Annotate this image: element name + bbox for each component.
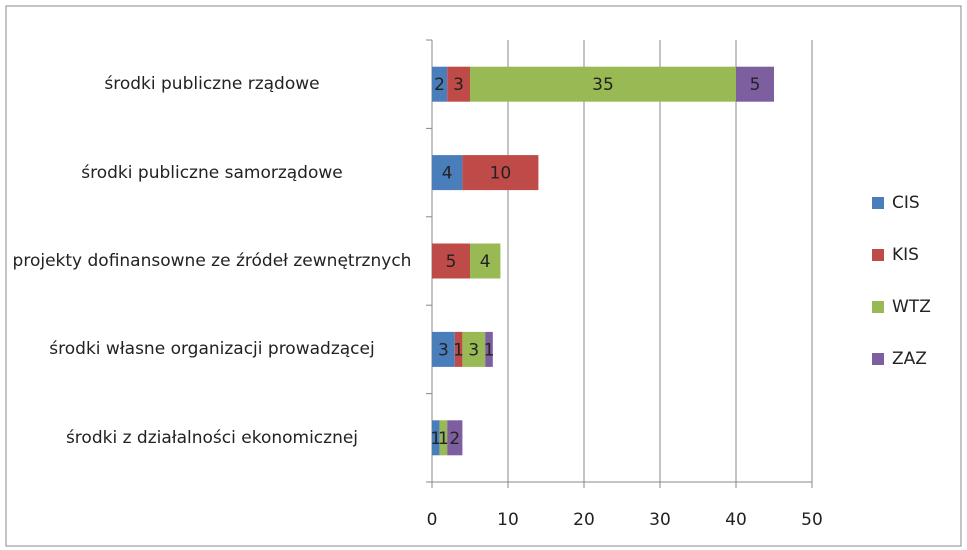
x-tick-label: 20 [573, 510, 595, 530]
bar [447, 420, 463, 456]
legend-swatch [872, 301, 884, 313]
chart-border [5, 5, 962, 547]
bar [454, 331, 463, 367]
bar [470, 66, 736, 102]
data-label: 3 [438, 340, 449, 360]
legend-swatch [872, 197, 884, 209]
data-label: 4 [480, 252, 491, 272]
legend-swatch [872, 353, 884, 365]
data-label: 1 [484, 340, 495, 360]
data-label: 35 [592, 75, 614, 95]
bar [462, 331, 486, 367]
data-label: 1 [438, 429, 449, 449]
y-tick-label: środki publiczne samorządowe [81, 162, 343, 183]
legend-label: KIS [892, 245, 919, 265]
data-label: 1 [453, 340, 464, 360]
bar [470, 243, 501, 279]
data-label: 3 [453, 75, 464, 95]
bar [736, 66, 774, 102]
legend-label: ZAZ [892, 349, 927, 369]
data-label: 10 [490, 164, 512, 184]
data-label: 5 [750, 75, 761, 95]
x-tick-label: 10 [497, 510, 519, 530]
data-label: 3 [468, 340, 479, 360]
y-tick-label: środki z działalności ekonomicznej [65, 427, 359, 448]
x-tick-label: 50 [801, 510, 823, 530]
legend-label: WTZ [892, 297, 931, 317]
x-tick-label: 30 [649, 510, 671, 530]
data-label: 5 [446, 252, 457, 272]
legend-label: CIS [892, 193, 920, 213]
bar [432, 243, 470, 279]
x-tick-label: 40 [725, 510, 747, 530]
data-label: 2 [449, 429, 460, 449]
y-tick-label: środki własne organizacji prowadzącej [49, 339, 375, 360]
bar [432, 420, 440, 456]
bar [432, 66, 448, 102]
bar [447, 66, 470, 102]
legend-swatch [872, 249, 884, 261]
data-label: 4 [442, 164, 453, 184]
bar [485, 331, 493, 367]
x-tick-label: 0 [427, 510, 438, 530]
bar [462, 155, 539, 191]
bar [439, 420, 448, 456]
data-label: 1 [430, 429, 441, 449]
y-tick-label: środki publiczne rządowe [104, 74, 320, 95]
y-tick-label: projekty dofinansowne ze źródeł zewnętrz… [12, 251, 412, 271]
bar [432, 155, 463, 191]
data-label: 2 [434, 75, 445, 95]
bar [432, 331, 455, 367]
